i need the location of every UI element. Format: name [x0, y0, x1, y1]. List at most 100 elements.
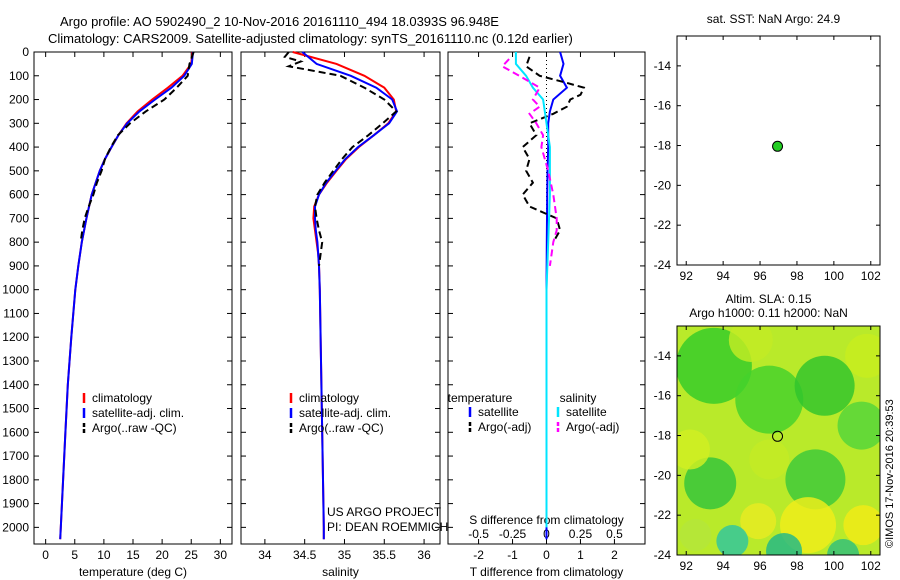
temperature-ytick-label: 1500 [2, 402, 29, 416]
map-sst-xtick-label: 98 [790, 269, 804, 283]
temperature-ytick-label: 700 [9, 211, 29, 225]
salinity-xlabel: salinity [322, 565, 359, 579]
map-sla-argo-point [772, 430, 784, 442]
temperature-ytick-label: 1400 [2, 378, 29, 392]
temperature-legend-item: climatology [92, 391, 152, 405]
map-sla-ytick-label: -16 [654, 389, 672, 403]
temperature-ytick-label: 1700 [2, 449, 29, 463]
difference-legend-header-sal: salinity [560, 391, 597, 405]
temperature-ytick-label: 200 [9, 93, 29, 107]
map-sst-xtick-label: 102 [861, 269, 881, 283]
map-sla-cell [728, 326, 773, 362]
map-sst-ytick-label: -20 [654, 178, 672, 192]
map-sla-xtick-label: 92 [680, 559, 694, 573]
temperature-ytick-label: 1000 [2, 283, 29, 297]
temperature-series-1 [59, 51, 194, 540]
difference-xlabel: T difference from climatology [470, 565, 624, 579]
salinity-legend-item: Argo(..raw -QC) [299, 421, 384, 435]
salinity-legend-item: climatology [299, 391, 359, 405]
map-sla-cell [749, 439, 790, 480]
salinity-series-2 [283, 51, 398, 267]
salinity-xtick-label: 35 [338, 548, 352, 562]
map-sla-cell [766, 533, 803, 555]
temperature-xtick-label: 25 [185, 548, 199, 562]
map-sla-subtitle: Argo h1000: 0.11 h2000: NaN [689, 306, 848, 320]
map-sla-cell [785, 449, 846, 510]
map-sla-xtick-label: 98 [790, 559, 804, 573]
salinity-frame [240, 51, 441, 545]
map-sla-cell [740, 503, 777, 540]
sst-map-panel: 92 94 96 98 100 102 -14 -16 -18 -20 -22 -24 sat. SST… [654, 12, 881, 283]
map-sst-xtick-label: 92 [680, 269, 694, 283]
map-sla-frame [676, 325, 881, 556]
map-sst-frame [676, 35, 881, 266]
temperature-legend-item: satellite-adj. clim. [92, 406, 184, 420]
temperature-ytick-label: 500 [9, 164, 29, 178]
temperature-xtick-label: 10 [97, 548, 111, 562]
temperature-ytick-label: 1200 [2, 330, 29, 344]
temperature-ytick-label: 900 [9, 259, 29, 273]
map-sst-ytick-label: -22 [654, 218, 672, 232]
temperature-xtick-label: 30 [214, 548, 228, 562]
difference-xtick-label: 2 [611, 548, 618, 562]
map-sla-xtick-label: 102 [861, 559, 881, 573]
title-line-2: Climatology: CARS2009. Satellite-adjuste… [48, 31, 573, 46]
temperature-ytick-label: 1100 [3, 306, 29, 320]
map-sla-ytick-label: -24 [654, 548, 672, 562]
temperature-ytick-label: 1800 [2, 473, 29, 487]
difference-series-3 [500, 58, 558, 267]
map-sst-xtick-label: 100 [824, 269, 844, 283]
map-sla-cell [735, 365, 804, 434]
map-sla-cell [837, 401, 880, 450]
map-sla-cell [677, 429, 710, 470]
difference-xtick-label: -2 [473, 548, 484, 562]
temperature-xlabel: temperature (deg C) [79, 565, 187, 579]
map-sst-xtick-label: 96 [753, 269, 767, 283]
map-sla-cell [845, 333, 880, 378]
map-sla-cell [827, 539, 860, 555]
map-sst-ytick-label: -14 [654, 59, 672, 73]
difference-xtick-top-label: -0.5 [468, 527, 489, 541]
map-sla-cell [843, 505, 880, 546]
map-sst-ytick-label: -18 [654, 139, 672, 153]
difference-xtick-label: 1 [577, 548, 584, 562]
map-sla-xtick-label: 94 [716, 559, 730, 573]
salinity-xtick-label: 36 [417, 548, 431, 562]
difference-legend-item: Argo(-adj) [478, 420, 531, 434]
temperature-series-2 [79, 51, 195, 243]
temperature-panel: 0 5 10 15 20 25 30 temperature (deg C) 0 100 200 30… [2, 45, 233, 579]
difference-legend-item: satellite [566, 405, 607, 419]
temperature-ytick-label: 800 [9, 235, 29, 249]
salinity-panel: 34 34.5 35 35.5 36 salinity climatologysatelli… [240, 51, 448, 579]
difference-xtick-top-label: 0.25 [569, 527, 593, 541]
temperature-ytick-label: 1600 [2, 425, 29, 439]
difference-series-1 [521, 56, 586, 243]
map-sla-field [677, 326, 880, 555]
map-sla-ytick-label: -22 [654, 508, 672, 522]
sla-map-panel: 92 94 96 98 100 102 -14 -16 -18 -20 -22 -24 Altim. S… [654, 292, 881, 573]
map-sst-argo-point [772, 140, 784, 152]
difference-xtick-top-label: 0.5 [606, 527, 623, 541]
map-sla-ytick-label: -14 [654, 349, 672, 363]
map-sst-title: sat. SST: NaN Argo: 24.9 [707, 12, 841, 26]
salinity-xtick-label: 34.5 [293, 548, 317, 562]
map-sst-ytick-label: -24 [654, 258, 672, 272]
difference-panel: -2 -1 0 1 2 T difference from climatology -0.5… [447, 51, 646, 579]
salinity-xtick-label: 35.5 [373, 548, 397, 562]
salinity-annotation-project: US ARGO PROJECT [327, 505, 442, 519]
difference-legend-header-temp: temperature [448, 391, 513, 405]
difference-xtick-label: 0 [543, 548, 550, 562]
temperature-ytick-label: 300 [9, 116, 29, 130]
temperature-ytick-label: 2000 [2, 520, 29, 534]
map-sla-xtick-label: 96 [753, 559, 767, 573]
temperature-ytick-label: 1300 [2, 354, 29, 368]
side-stamp: ©IMOS 17-Nov-2016 20:39:53 [884, 399, 896, 548]
map-sla-cell [679, 519, 712, 552]
difference-xtick-top-label: -0.25 [499, 527, 527, 541]
temperature-ytick-label: 0 [22, 45, 29, 59]
temperature-xtick-label: 15 [126, 548, 140, 562]
temperature-xtick-label: 5 [71, 548, 78, 562]
map-sla-cell [794, 355, 855, 416]
salinity-legend-item: satellite-adj. clim. [299, 406, 391, 420]
